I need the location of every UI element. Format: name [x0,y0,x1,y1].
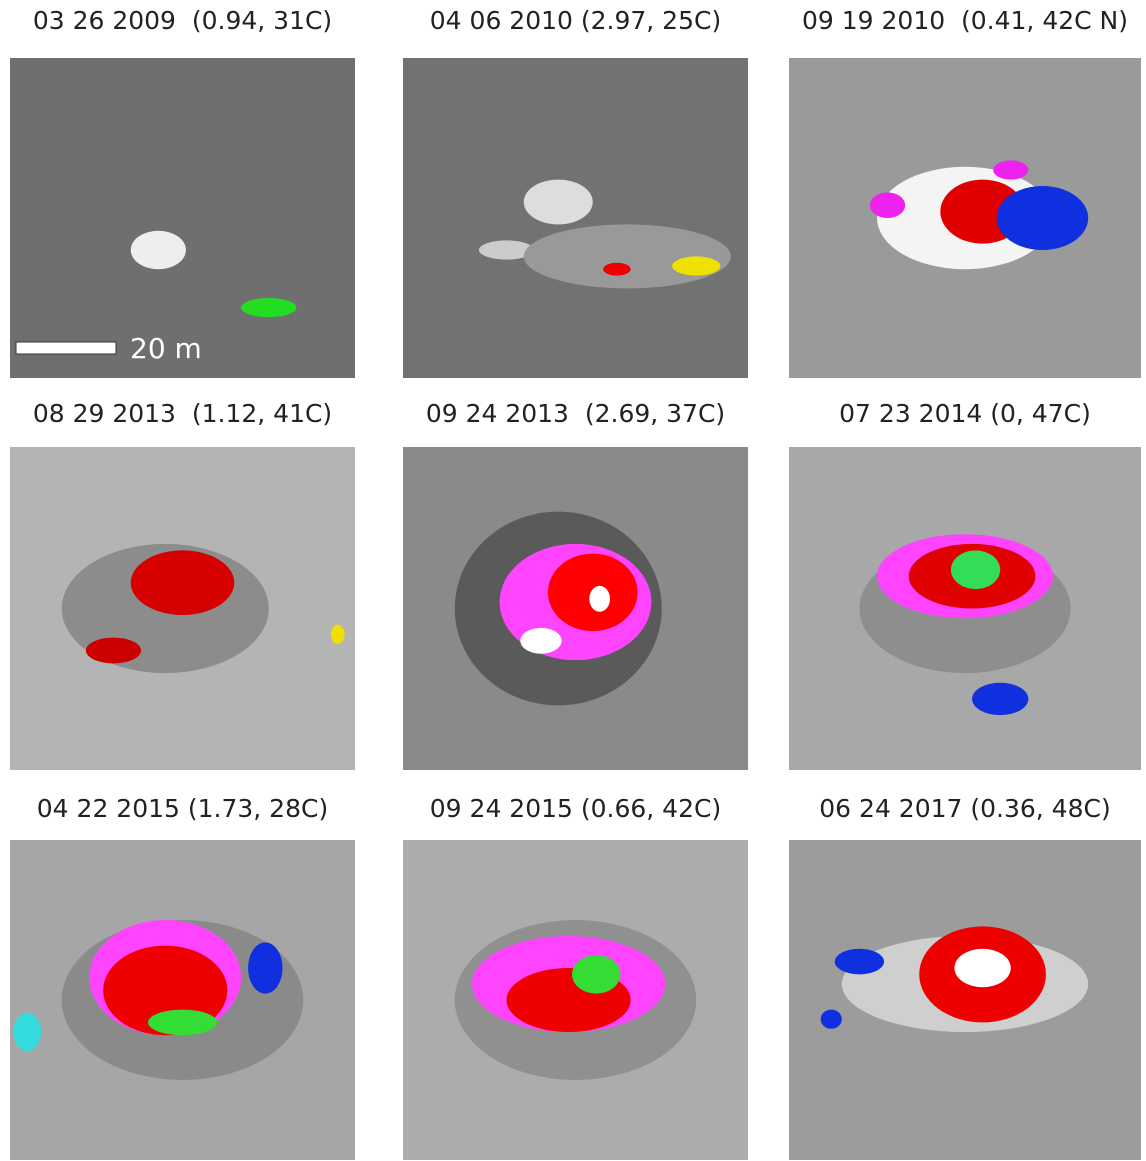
thermal-region [524,180,593,225]
thermal-region [520,628,561,654]
thermal-region [835,949,884,975]
thermal-region [524,224,731,288]
thermal-region [148,1010,217,1036]
image-background [10,58,355,378]
panel-caption: 04 06 2010 (2.97, 25C) [386,6,766,35]
panel-caption: 09 24 2013 (2.69, 37C) [386,399,766,428]
thermal-region [131,550,235,615]
thermal-region [241,298,296,317]
thermal-region [13,1013,41,1051]
thermal-region [603,263,631,276]
thermal-region [589,586,610,612]
thermal-image: 20 m [10,58,355,378]
thermal-region [572,955,620,993]
thermal-region [954,949,1010,987]
scale-bar-label: 20 m [130,332,202,365]
thermal-image [789,447,1141,770]
panel-caption: 04 22 2015 (1.73, 28C) [0,794,373,823]
thermal-image [789,58,1141,378]
panel-caption: 09 19 2010 (0.41, 42C N) [775,6,1146,35]
thermal-region [870,192,905,218]
panel-caption: 03 26 2009 (0.94, 31C) [0,6,373,35]
panel-caption: 06 24 2017 (0.36, 48C) [775,794,1146,823]
thermal-image [10,840,355,1160]
thermal-image [403,447,748,770]
thermal-image [789,840,1141,1160]
thermal-region [997,186,1089,250]
thermal-image [403,840,748,1160]
thermal-region [951,550,1000,589]
panel-caption: 08 29 2013 (1.12, 41C) [0,399,373,428]
figure: 03 26 2009 (0.94, 31C) 20 m 04 06 2010 (2.… [0,0,1146,1161]
thermal-image [10,447,355,770]
panel-caption: 09 24 2015 (0.66, 42C) [386,794,766,823]
scale-bar [16,342,116,354]
thermal-region [993,160,1028,179]
thermal-region [86,638,141,664]
thermal-region [248,942,282,993]
thermal-region [131,231,186,269]
thermal-region [331,625,345,644]
thermal-region [972,683,1028,715]
thermal-image [403,58,748,378]
thermal-region [821,1010,842,1029]
panel-caption: 07 23 2014 (0, 47C) [775,399,1146,428]
thermal-region [672,256,720,275]
